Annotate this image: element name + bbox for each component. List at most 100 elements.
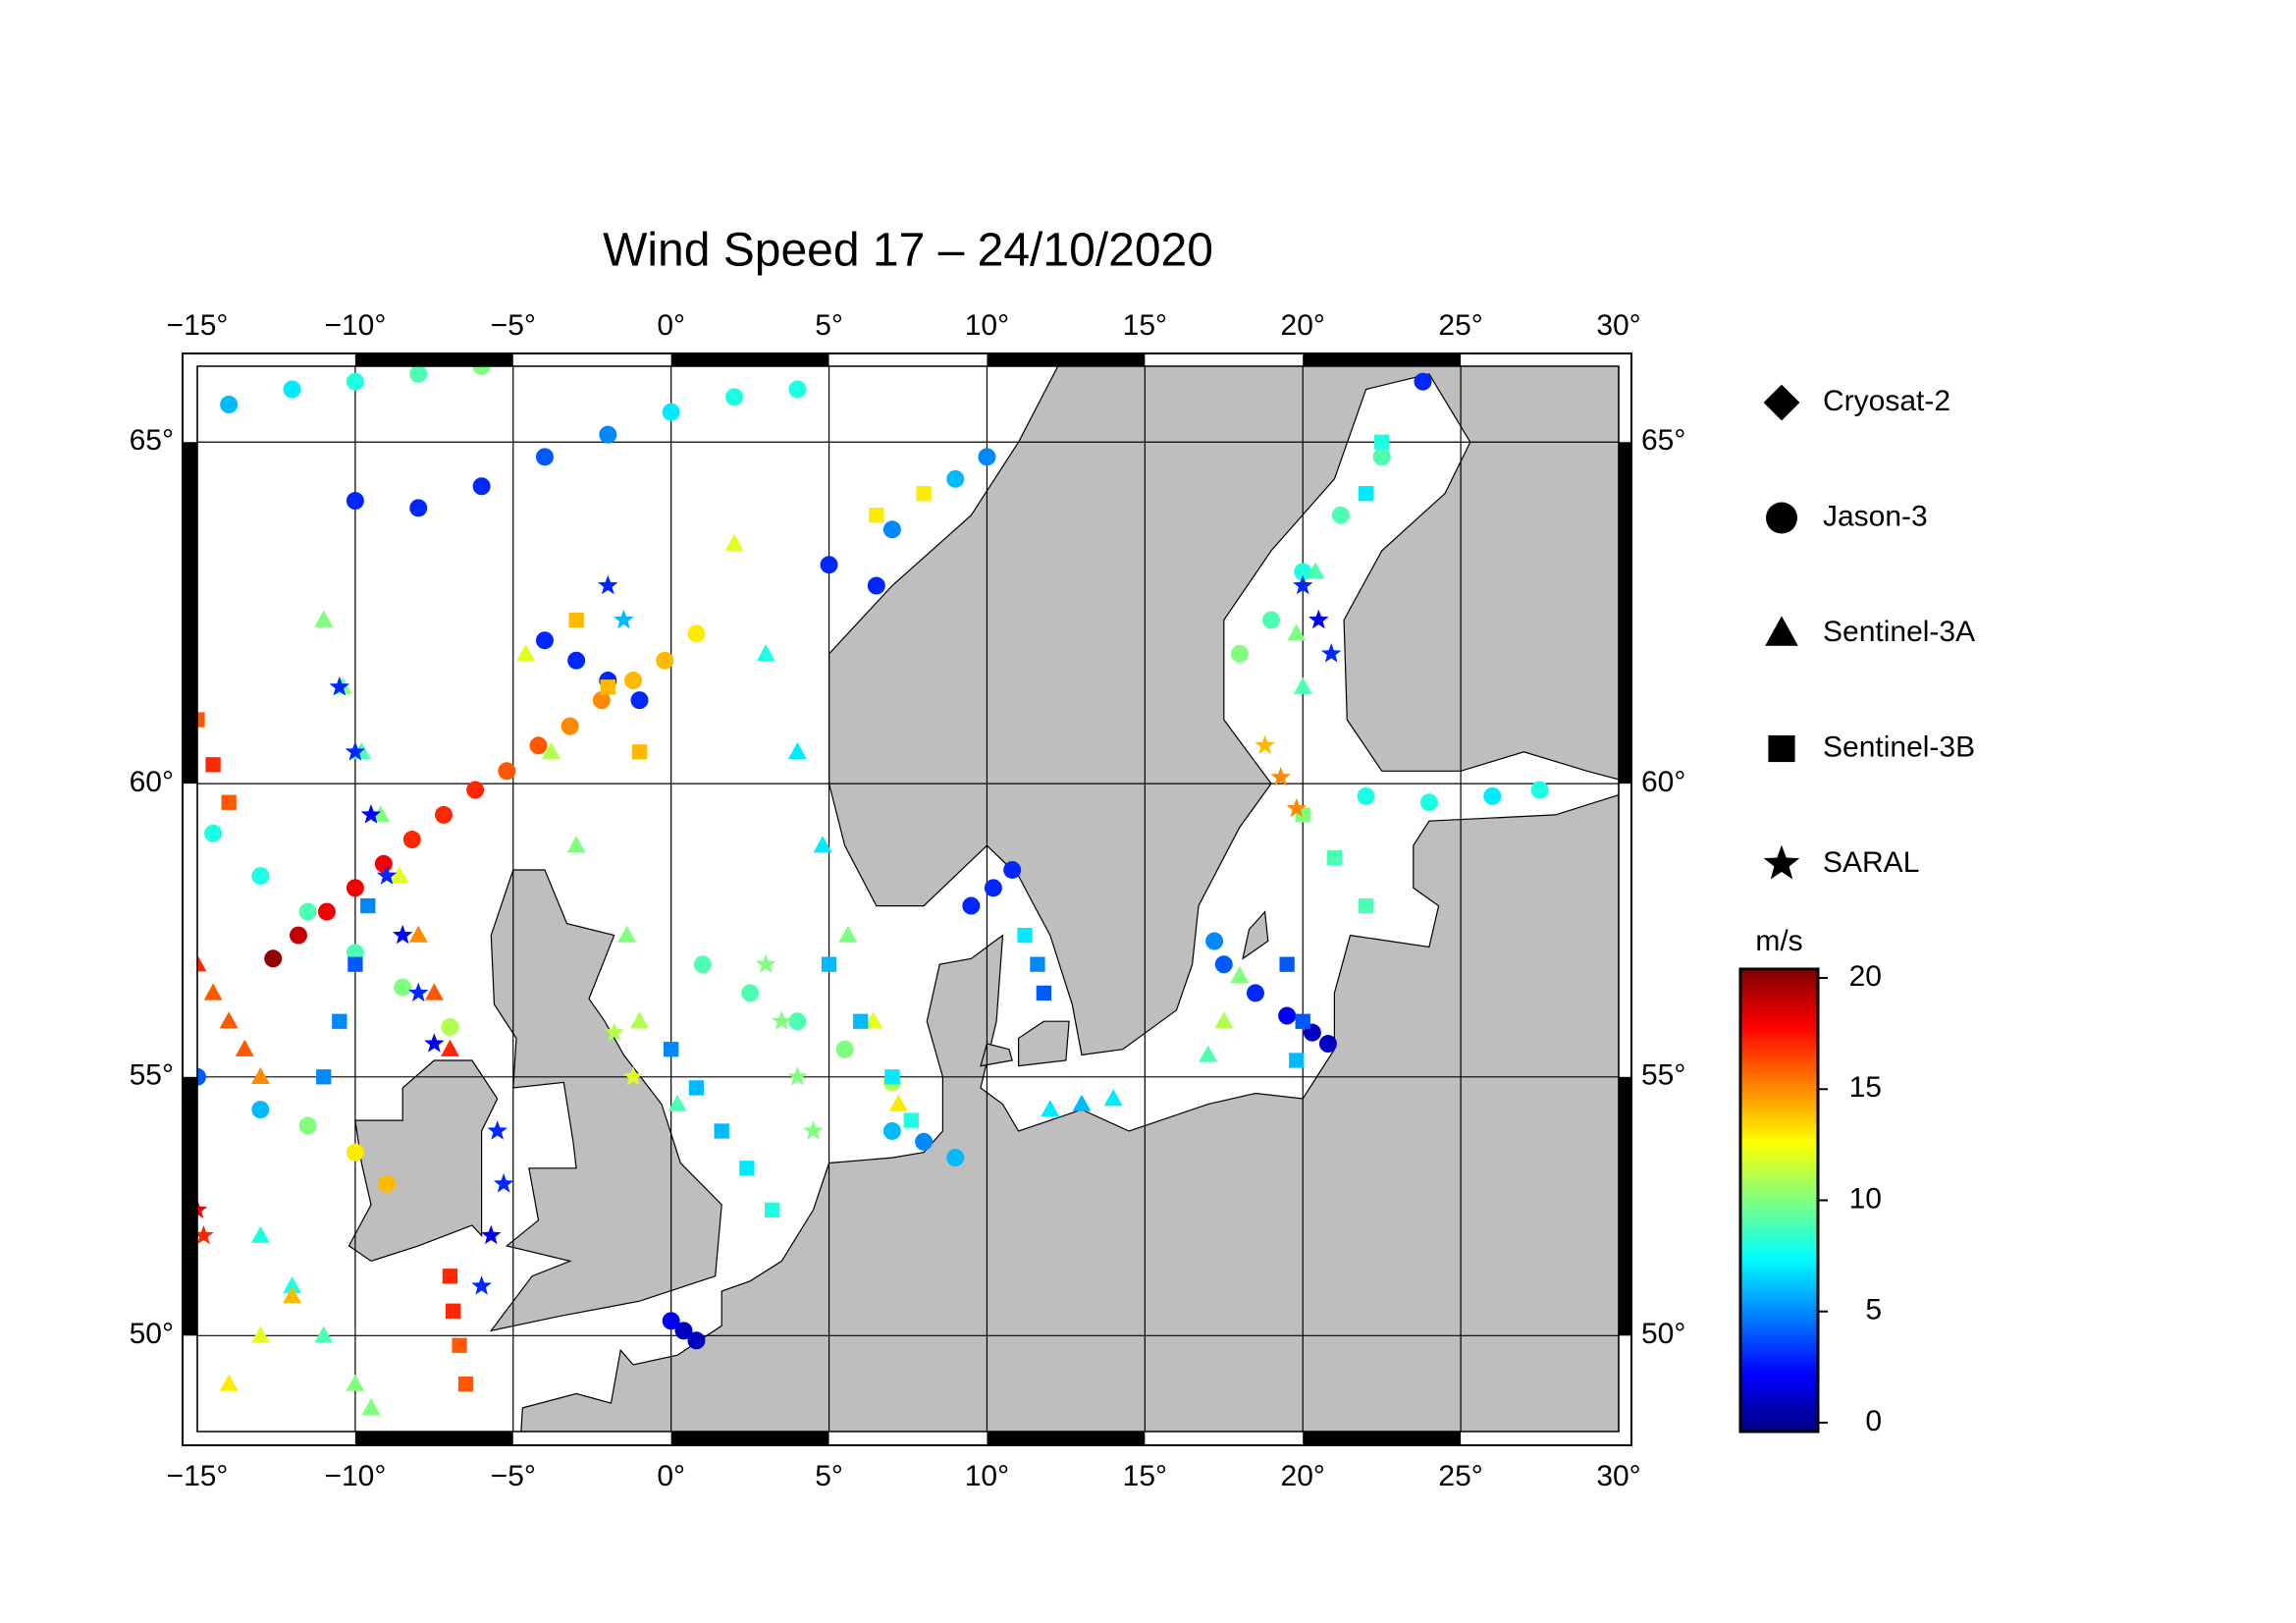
marker-triangle <box>250 1325 270 1343</box>
marker-circle <box>693 955 712 974</box>
marker-circle <box>788 1012 807 1031</box>
marker-circle <box>466 781 485 799</box>
marker-triangle <box>219 1011 239 1029</box>
marker-triangle <box>630 1011 649 1029</box>
x-tick-label: 30° <box>1596 1460 1640 1492</box>
marker-square <box>739 1161 755 1176</box>
marker-circle <box>1318 1035 1337 1054</box>
marker-triangle <box>203 983 223 1001</box>
marker-triangle <box>1765 616 1798 646</box>
marker-circle <box>656 651 674 670</box>
colorbar-ramp <box>1738 967 1820 1434</box>
marker-circle <box>915 1132 934 1151</box>
marker-square <box>903 1112 919 1128</box>
marker-star <box>1270 766 1291 786</box>
legend-label: Sentinel-3B <box>1823 730 1975 763</box>
frame-band <box>987 1432 1146 1445</box>
marker-square <box>457 1376 474 1392</box>
y-tick-label: 60° <box>130 766 174 798</box>
marker-triangle <box>219 1374 239 1391</box>
marker-triangle <box>235 1039 254 1056</box>
x-tick-label: 0° <box>657 1460 685 1492</box>
frame-band <box>1619 442 1631 784</box>
land <box>1017 1020 1070 1067</box>
marker-square <box>1768 734 1795 763</box>
land <box>520 793 1619 1432</box>
marker-triangle <box>1306 562 1325 579</box>
marker-circle <box>1483 786 1502 805</box>
marker-square <box>445 1303 461 1319</box>
marker-star <box>487 1120 507 1140</box>
marker-triangle <box>283 1286 301 1304</box>
x-tick-label: −10° <box>324 309 386 342</box>
marker-square <box>664 1042 679 1057</box>
marker-square <box>1036 985 1052 1001</box>
marker-circle <box>820 556 838 574</box>
marker-triangle <box>1072 1094 1092 1111</box>
marker-star <box>329 676 350 696</box>
marker-star <box>424 1033 445 1053</box>
marker-triangle <box>864 1011 883 1029</box>
marker-square <box>916 486 932 502</box>
labels-layer: −15° −15° −10° −10° −5° −5° 0° 0° 5° 5° 10° 10° 15° 1… <box>130 309 1686 1492</box>
colorbar-tick-label: 15 <box>1849 1071 1882 1104</box>
frame-band <box>183 442 197 784</box>
marker-circle <box>535 631 554 650</box>
marker-square <box>869 508 884 523</box>
marker-circle <box>662 1312 680 1330</box>
marker-circle <box>599 425 617 444</box>
marker-star <box>755 953 776 973</box>
marker-star <box>481 1224 502 1245</box>
marker-circle <box>472 366 491 375</box>
marker-circle <box>630 691 649 710</box>
marker-triangle <box>756 644 775 662</box>
marker-square <box>347 956 363 972</box>
marker-square <box>688 1080 705 1096</box>
marker-circle <box>567 651 586 670</box>
marker-square <box>1358 486 1374 502</box>
x-tick-label: −15° <box>167 309 229 342</box>
marker-circle <box>289 926 307 945</box>
marker-circle <box>298 1116 317 1135</box>
land <box>980 1043 1013 1067</box>
marker-circle <box>1766 502 1797 534</box>
x-tick-label: 25° <box>1438 1460 1482 1492</box>
marker-circle <box>1205 932 1224 950</box>
marker-circle <box>1414 372 1432 391</box>
marker-star <box>471 1275 492 1295</box>
marker-circle <box>1530 781 1549 799</box>
y-tick-label: 50° <box>1641 1318 1685 1350</box>
marker-square <box>332 1013 347 1029</box>
marker-circle <box>867 576 885 595</box>
marker-circle <box>1003 860 1022 879</box>
marker-star <box>345 741 366 761</box>
colorbar-tick-label: 0 <box>1865 1405 1882 1437</box>
marker-circle <box>409 366 428 383</box>
marker-square <box>568 612 584 628</box>
marker-circle <box>402 831 421 849</box>
marker-square <box>1017 927 1033 944</box>
marker-circle <box>962 896 981 915</box>
marker-circle <box>251 867 270 886</box>
marker-triangle <box>197 954 207 972</box>
marker-circle <box>674 1322 693 1340</box>
frame-band <box>354 353 513 366</box>
marker-triangle <box>371 805 391 823</box>
legend-label: Cryosat-2 <box>1823 385 1950 417</box>
land-layer <box>347 366 1619 1432</box>
marker-square <box>1374 434 1390 450</box>
marker-star <box>493 1173 514 1193</box>
marker-circle <box>264 949 283 968</box>
marker-circle <box>1419 793 1438 812</box>
colorbar: m/s 0 5 10 15 20 <box>1738 925 1882 1437</box>
y-tick-label: 55° <box>1641 1059 1685 1092</box>
colorbar-tick-label: 10 <box>1849 1182 1882 1215</box>
marker-circle <box>535 448 554 466</box>
legend-label: SARAL <box>1823 846 1919 879</box>
frame-band <box>987 353 1146 366</box>
x-tick-label: 25° <box>1438 309 1482 342</box>
marker-circle <box>204 824 223 842</box>
marker-circle <box>946 469 965 488</box>
marker-square <box>600 679 615 695</box>
